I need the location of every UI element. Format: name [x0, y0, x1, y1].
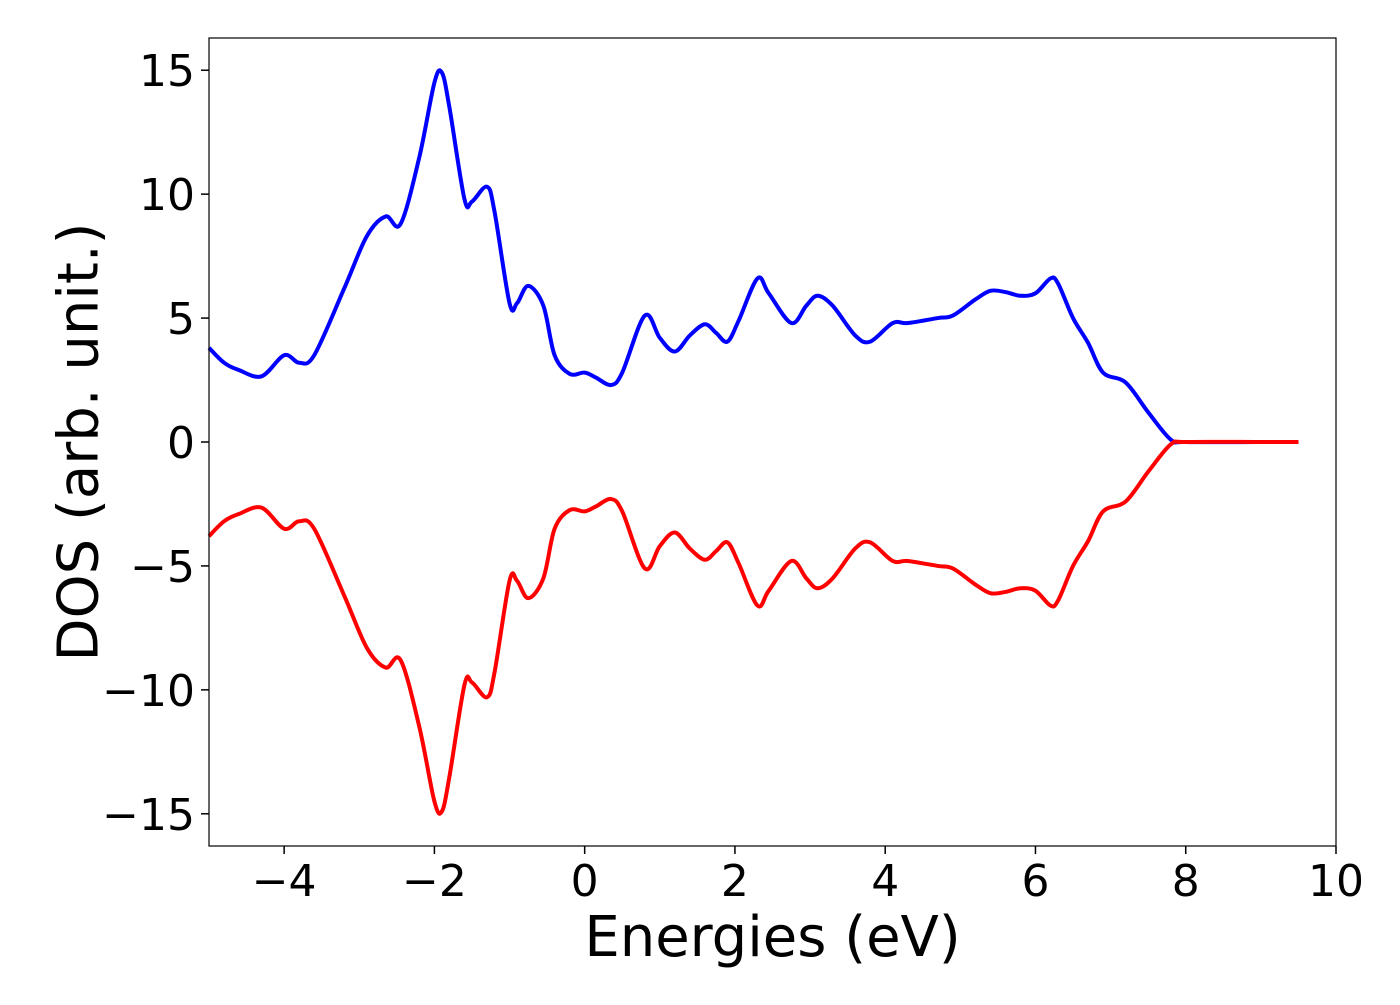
y-axis-ticks: −15 −10 −5 0 5 10 15 — [102, 46, 209, 841]
x-tick-label: 10 — [1308, 856, 1364, 907]
x-tick-label: 0 — [571, 856, 599, 907]
x-tick-label: 6 — [1021, 856, 1049, 907]
y-tick-label: 5 — [167, 294, 195, 345]
x-tick-label: −4 — [252, 856, 317, 907]
x-tick-label: 8 — [1172, 856, 1200, 907]
y-tick-label: −10 — [102, 666, 195, 717]
y-tick-label: 0 — [167, 418, 195, 469]
y-tick-label: −15 — [102, 790, 195, 841]
plot-frame — [208, 37, 1337, 847]
x-tick-label: 2 — [721, 856, 749, 907]
series-layer — [207, 68, 1299, 816]
x-tick-label: 4 — [871, 856, 899, 907]
series-line-red — [207, 439, 1299, 816]
y-tick-label: 15 — [139, 46, 195, 97]
series-line-blue — [207, 68, 1299, 445]
x-axis-ticks: −4 −2 0 2 4 6 8 10 — [252, 846, 1364, 907]
x-tick-label: −2 — [402, 856, 467, 907]
y-tick-label: −5 — [130, 542, 195, 593]
y-tick-label: 10 — [139, 170, 195, 221]
y-axis-title: DOS (arb. unit.) — [47, 222, 112, 661]
x-axis-title: Energies (eV) — [584, 905, 960, 970]
